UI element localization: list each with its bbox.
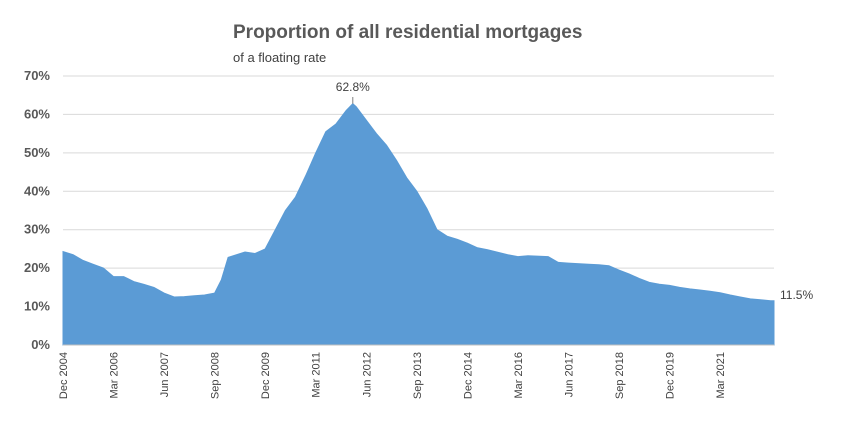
y-tick-label: 0% [31,337,50,352]
x-tick-label: Sep 2013 [412,352,424,399]
y-tick-label: 10% [24,299,50,314]
series-area [62,103,775,346]
chart-title: Proportion of all residential mortgages [233,22,583,43]
last-data-label: 11.5% [780,288,813,302]
y-tick-label: 60% [24,106,50,121]
y-tick-label: 40% [24,183,50,198]
x-tick-label: Jun 2017 [564,352,576,397]
x-tick-label: Mar 2021 [715,352,727,398]
y-tick-label: 70% [24,68,50,83]
x-tick-label: Jun 2012 [361,352,373,397]
x-tick-label: Dec 2014 [462,352,474,399]
y-tick-label: 30% [24,222,50,237]
peak-data-label: 62.8% [336,80,370,94]
x-tick-label: Mar 2006 [109,352,121,398]
y-tick-label: 20% [24,260,50,275]
x-tick-label: Dec 2019 [665,352,677,399]
chart-subtitle: of a floating rate [233,50,327,65]
x-tick-label: Mar 2016 [513,352,525,398]
x-tick-label: Sep 2018 [614,352,626,399]
y-tick-label: 50% [24,145,50,160]
x-tick-label: Dec 2009 [260,352,272,399]
x-tick-label: Sep 2008 [210,352,222,399]
x-tick-label: Mar 2011 [311,352,323,398]
x-tick-label: Dec 2004 [58,352,70,399]
x-tick-label: Jun 2007 [159,352,171,397]
